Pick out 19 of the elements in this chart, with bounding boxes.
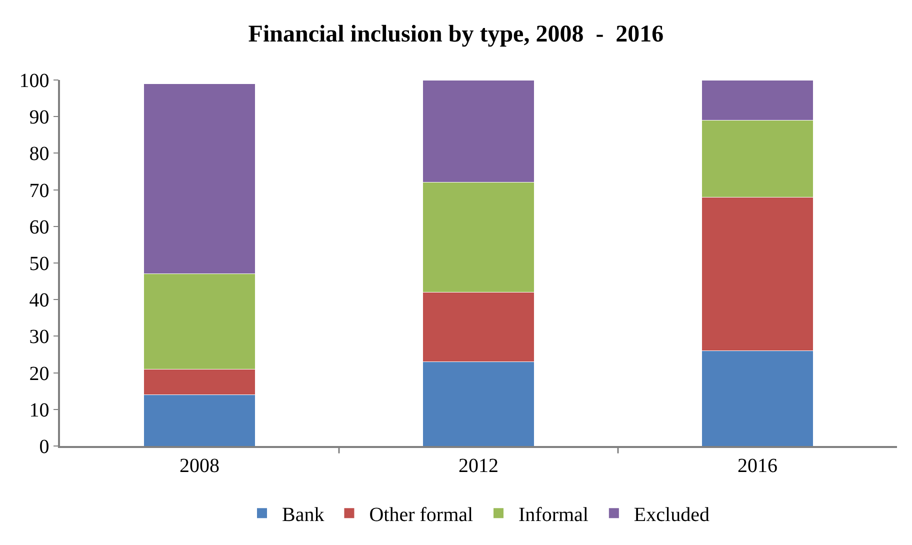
- chart-title: Financial inclusion by type, 2008 - 2016: [248, 21, 664, 48]
- y-tick-label: 60: [29, 216, 50, 238]
- legend-label: Informal: [518, 504, 589, 526]
- y-tick-label: 50: [29, 253, 50, 275]
- y-tick-label: 0: [39, 436, 50, 458]
- y-tick-label: 10: [29, 399, 50, 422]
- y-tick-label: 30: [29, 326, 50, 348]
- y-tick-label: 20: [29, 362, 50, 385]
- legend-label: Other formal: [369, 504, 474, 526]
- y-tick-label: 100: [19, 70, 50, 92]
- y-tick-label: 90: [29, 106, 50, 129]
- x-tick-label: 2012: [458, 454, 498, 477]
- x-tick-label: 2016: [738, 454, 778, 477]
- legend-label: Excluded: [634, 504, 710, 526]
- y-tick-label: 80: [29, 143, 50, 166]
- legend-label: Bank: [282, 504, 324, 526]
- y-tick-label: 40: [29, 290, 50, 312]
- y-tick-label: 70: [29, 180, 50, 202]
- x-tick-label: 2008: [180, 454, 220, 477]
